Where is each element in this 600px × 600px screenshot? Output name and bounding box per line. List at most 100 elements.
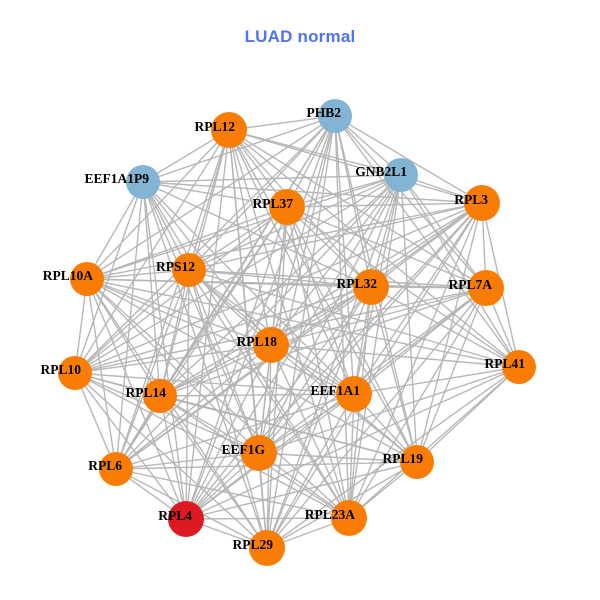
graph-edge (74, 286, 372, 374)
graph-node-rpl32[interactable] (353, 269, 389, 305)
graph-edge (185, 286, 372, 520)
graph-node-label-rpl29: RPL29 (233, 537, 274, 552)
graph-edge (348, 202, 483, 519)
graph-edge (115, 206, 288, 470)
graph-edge (266, 115, 336, 549)
graph-edge (370, 286, 520, 368)
graph-node-rps12[interactable] (172, 253, 206, 287)
graph-edge (188, 206, 288, 271)
page-title: LUAD normal (244, 27, 356, 46)
graph-node-label-rps12: RPS12 (156, 259, 195, 274)
graph-node-label-phb2: PHB2 (306, 105, 341, 120)
graph-node-label-rpl6: RPL6 (88, 458, 122, 473)
graph-edge (159, 344, 272, 397)
graph-edge (416, 202, 483, 463)
graph-edge (188, 269, 487, 289)
graph-node-gnb2l1[interactable] (384, 158, 418, 192)
graph-node-rpl4[interactable] (168, 501, 204, 537)
graph-edge (86, 278, 487, 289)
graph-edge (159, 395, 187, 520)
graph-edge (159, 174, 402, 397)
graph-edge (270, 287, 487, 346)
graph-edge (185, 344, 272, 520)
graph-edge (286, 206, 355, 395)
graph-node-rpl7a[interactable] (468, 270, 504, 306)
graph-edge (86, 278, 161, 397)
graph-node-rpl37[interactable] (269, 189, 305, 225)
graph-edge (185, 461, 418, 520)
graph-node-rpl3[interactable] (464, 185, 500, 221)
graph-edge (188, 269, 520, 368)
graph-node-label-rpl14: RPL14 (126, 385, 167, 400)
graph-edge (270, 286, 372, 346)
graph-edge (115, 181, 144, 470)
graph-edge (266, 206, 288, 549)
graph-edge (266, 393, 355, 549)
graph-edge (286, 174, 402, 208)
graph-edge (142, 115, 336, 183)
graph-edge (258, 202, 483, 454)
graph-edge (86, 278, 117, 470)
graph-edge (258, 366, 520, 454)
graph-edge (416, 287, 487, 463)
graph-edge (370, 286, 487, 289)
graph-node-rpl10a[interactable] (70, 262, 104, 296)
graph-edge (348, 393, 355, 519)
graph-node-label-rpl3: RPL3 (454, 192, 488, 207)
graph-node-rpl10[interactable] (58, 356, 92, 390)
graph-edge (159, 269, 190, 397)
graph-edge (142, 181, 483, 204)
graph-edge (334, 115, 355, 395)
graph-edge (258, 452, 418, 463)
graph-node-rpl14[interactable] (143, 379, 177, 413)
graph-node-rpl18[interactable] (253, 327, 289, 363)
graph-edge (86, 129, 230, 280)
graph-node-rpl29[interactable] (249, 530, 285, 566)
graph-edge (334, 115, 483, 204)
graph-edge (185, 269, 190, 520)
graph-edge (348, 287, 487, 519)
graph-edge (185, 115, 336, 520)
graph-edge (159, 395, 260, 454)
graph-node-rpl12[interactable] (211, 112, 247, 148)
graph-node-eef1g[interactable] (241, 435, 277, 471)
graph-edge (86, 278, 355, 395)
graph-node-rpl19[interactable] (400, 445, 434, 479)
graph-edge (334, 115, 487, 289)
graph-edge (258, 287, 487, 454)
graph-edge (185, 287, 487, 520)
labels-layer: RPL12 PHB2 EEF1A1P9 GNB2L1 RPL3 RPL37 RPL10A RP… (41, 105, 526, 552)
graph-edge (86, 278, 418, 463)
graph-node-rpl23a[interactable] (331, 500, 367, 536)
graph-edge (159, 395, 268, 549)
graph-edge (86, 174, 402, 280)
graph-edge (142, 174, 402, 183)
graph-edge (142, 181, 350, 519)
graph-edge (86, 278, 268, 549)
nodes-layer (58, 99, 536, 566)
graph-edge (348, 174, 402, 519)
graph-node-phb2[interactable] (318, 99, 352, 133)
graph-edge (86, 269, 190, 280)
graph-edge (115, 452, 260, 470)
graph-edge (142, 181, 272, 346)
graph-edge (115, 468, 350, 519)
graph-edge (353, 202, 483, 395)
graph-node-rpl6[interactable] (99, 452, 133, 486)
graph-edge (74, 372, 350, 519)
graph-edge (74, 269, 190, 374)
graph-edge (188, 202, 483, 271)
graph-edge (353, 366, 520, 395)
graph-edge (270, 344, 350, 519)
graph-edge (86, 206, 288, 280)
graph-node-rpl41[interactable] (502, 350, 536, 384)
graph-node-eef1a1[interactable] (336, 376, 372, 412)
graph-node-eef1a1p9[interactable] (126, 165, 160, 199)
graph-edge (188, 115, 336, 271)
graph-node-label-gnb2l1: GNB2L1 (355, 164, 407, 179)
graph-node-label-rpl32: RPL32 (337, 276, 378, 291)
graph-edge (159, 202, 483, 397)
graph-edge (286, 202, 483, 208)
graph-edge (74, 344, 272, 374)
